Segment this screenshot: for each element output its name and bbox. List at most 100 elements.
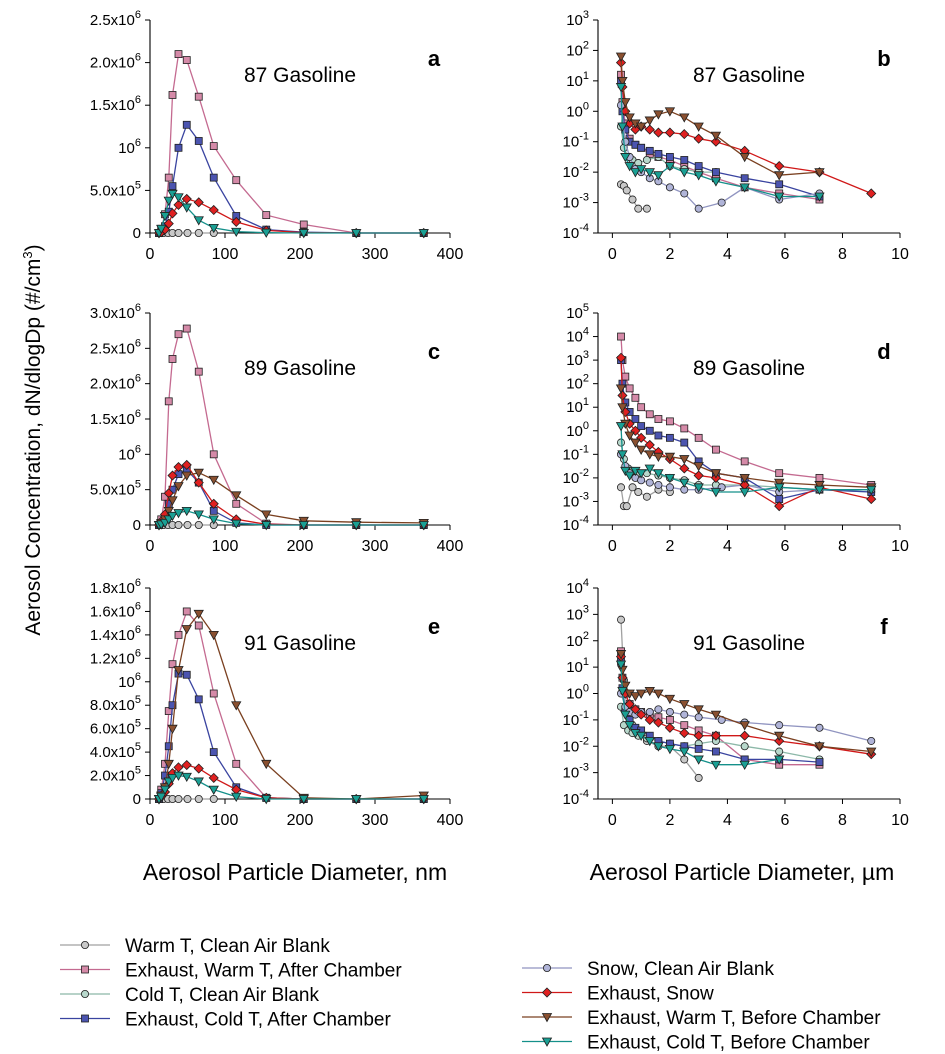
data-point <box>694 433 703 442</box>
data-point <box>645 146 654 155</box>
y-tick-label: 10-3 <box>563 490 589 510</box>
panel-a: 0 100 200 300 400 0 5.0x105 106 1.5x106 2.0x106 2.… <box>90 9 464 263</box>
y-tick-label: 101 <box>566 70 589 90</box>
data-point <box>774 731 785 742</box>
data-point <box>644 737 655 747</box>
data-point <box>231 216 242 227</box>
y-tick-label: 8.0x105 <box>90 694 141 714</box>
data-point <box>814 168 825 178</box>
data-point <box>617 390 628 401</box>
legend-item-cold_after: Exhaust, Cold T, After Chamber <box>60 1010 391 1031</box>
x-tick-label: 10 <box>891 538 909 555</box>
x-tick-label: 6 <box>780 812 789 829</box>
data-point <box>620 466 631 477</box>
legend-item-warm_after: Exhaust, Warm T, After Chamber <box>60 961 402 982</box>
panel-title: 87 Gasoline <box>244 64 356 87</box>
data-point <box>193 477 204 488</box>
data-point <box>774 171 785 181</box>
data-point <box>181 772 192 783</box>
series-warm_before <box>615 384 877 493</box>
y-tick-label: 1.2x106 <box>90 647 141 667</box>
data-point <box>814 742 825 752</box>
data-point <box>621 372 630 381</box>
series-line <box>620 357 872 507</box>
panel-letter: b <box>877 46 890 71</box>
data-point <box>617 122 628 132</box>
data-point <box>774 755 785 765</box>
data-point <box>209 748 218 757</box>
y-tick-label: 10-4 <box>563 514 589 534</box>
y-tick-label: 101 <box>566 396 589 416</box>
data-point <box>209 795 218 804</box>
panel-b: 0 2 4 6 8 10 10-4 10-3 10-2 10-1 100 101 102 103 87 Ga… <box>563 9 909 263</box>
x-tick-label: 2 <box>665 538 674 555</box>
data-point <box>174 330 183 339</box>
data-point <box>693 462 704 472</box>
legend-label: Warm T, Clean Air Blank <box>125 936 330 957</box>
data-point <box>654 431 663 440</box>
data-point <box>644 124 655 135</box>
y-tick-label: 106 <box>118 443 141 463</box>
data-point <box>193 468 204 479</box>
y-tick-label: 0 <box>133 225 141 242</box>
data-point <box>664 452 676 463</box>
x-tick-label: 0 <box>146 812 155 829</box>
data-point <box>664 473 676 484</box>
data-point <box>624 162 635 172</box>
data-point <box>620 98 631 108</box>
data-point <box>182 324 191 333</box>
data-point <box>631 393 640 402</box>
data-point <box>617 332 625 341</box>
data-point <box>693 122 704 132</box>
data-point <box>739 730 750 741</box>
data-point <box>666 433 674 442</box>
data-point <box>299 220 308 229</box>
legend-item-warm_before: Exhaust, Warm T, Before Chamber <box>522 1008 881 1029</box>
data-point <box>654 149 663 158</box>
data-point <box>174 50 183 58</box>
data-point <box>261 228 272 238</box>
panel-letter: a <box>428 46 441 71</box>
series-warm_before <box>615 52 825 181</box>
y-tick-label: 5.0x105 <box>90 479 141 499</box>
panel-title: 87 Gasoline <box>693 64 805 87</box>
data-point <box>774 478 785 488</box>
data-point <box>615 83 627 93</box>
legend-label: Exhaust, Warm T, Before Chamber <box>587 1008 881 1029</box>
legend-marker <box>81 1014 89 1023</box>
data-point <box>679 113 690 123</box>
data-point <box>621 137 630 146</box>
data-point <box>775 721 784 730</box>
y-tick-label: 10-2 <box>563 161 589 181</box>
series-cold_before <box>153 506 429 531</box>
data-point <box>653 742 664 752</box>
x-tick-label: 8 <box>838 538 847 555</box>
y-tick-label: 102 <box>566 39 589 59</box>
data-point <box>262 211 271 220</box>
series-warm_blank <box>617 180 651 213</box>
data-point <box>666 417 674 426</box>
data-point <box>617 665 628 676</box>
series-line <box>620 651 820 766</box>
data-point <box>635 469 647 479</box>
data-point <box>168 701 177 710</box>
data-point <box>209 689 218 698</box>
data-point <box>261 759 272 770</box>
data-point <box>231 701 242 711</box>
data-point <box>680 710 689 719</box>
x-tick-label: 100 <box>212 246 239 263</box>
data-point <box>208 515 219 525</box>
y-tick-label: 2.5x106 <box>90 9 141 29</box>
data-point <box>679 747 690 757</box>
data-point <box>635 445 647 455</box>
data-point <box>193 777 204 787</box>
y-tick-label: 102 <box>566 373 589 393</box>
x-tick-label: 8 <box>838 246 847 263</box>
x-tick-label: 10 <box>891 812 909 829</box>
data-point <box>615 352 627 363</box>
data-point <box>645 426 654 435</box>
data-point <box>680 189 689 198</box>
data-point <box>231 519 242 529</box>
legend-label: Snow, Clean Air Blank <box>587 959 774 980</box>
data-point <box>635 731 647 742</box>
